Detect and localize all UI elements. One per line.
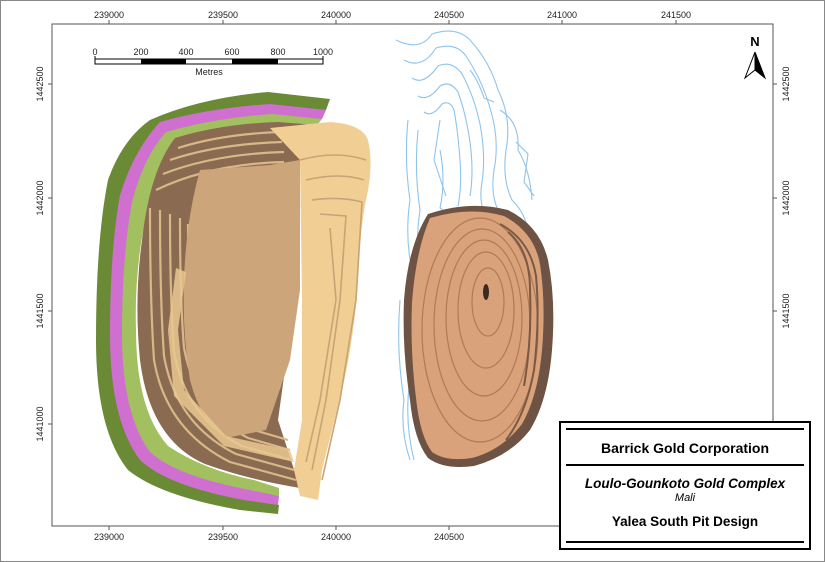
easting-tick-bottom: 240500 <box>434 532 464 542</box>
secondary-pit-dark-benches <box>499 223 539 441</box>
easting-tick-bottom: 240000 <box>321 532 351 542</box>
easting-tick-top: 240000 <box>321 10 351 20</box>
northing-tick-left: 1441500 <box>35 293 45 328</box>
drawing-title: Yalea South Pit Design <box>611 514 759 529</box>
title-block: Barrick Gold Corporation Loulo-Gounkoto … <box>559 421 811 550</box>
scale-label: 0 <box>92 47 97 57</box>
northing-tick-left: 1442000 <box>35 180 45 215</box>
scale-unit: Metres <box>195 67 223 77</box>
scale-label: 1000 <box>313 47 333 57</box>
grid-tick-marks <box>48 20 777 530</box>
title-block-inner: Barrick Gold Corporation Loulo-Gounkoto … <box>566 428 804 543</box>
easting-tick-top: 239000 <box>94 10 124 20</box>
country-name: Mali <box>674 492 696 504</box>
secondary-pit-benches <box>411 211 544 460</box>
main-pit <box>96 92 371 514</box>
easting-tick-bottom: 239000 <box>94 532 124 542</box>
secondary-pit <box>403 205 554 468</box>
title-block-rule <box>566 541 804 543</box>
easting-tick-bottom: 239500 <box>208 532 238 542</box>
pit-east-bench-lines <box>299 154 367 481</box>
northing-tick-right: 1441500 <box>781 293 791 328</box>
north-arrow-icon: N <box>743 34 767 80</box>
northing-tick-left: 1441000 <box>35 406 45 441</box>
scale-label: 600 <box>224 47 239 57</box>
scale-label: 400 <box>178 47 193 57</box>
title-block-rule <box>566 428 804 430</box>
pit-floor <box>183 160 300 438</box>
scale-label: 800 <box>270 47 285 57</box>
scale-label: 200 <box>133 47 148 57</box>
easting-tick-top: 240500 <box>434 10 464 20</box>
pit-ramp <box>168 268 294 462</box>
northing-tick-right: 1442000 <box>781 180 791 215</box>
north-label: N <box>750 34 759 49</box>
project-name: Loulo-Gounkoto Gold Complex <box>584 476 786 491</box>
waste-dump-contours <box>395 30 535 461</box>
easting-tick-top: 241000 <box>547 10 577 20</box>
secondary-pit-sump <box>483 284 489 300</box>
title-block-rule <box>566 464 804 466</box>
northing-tick-left: 1442500 <box>35 66 45 101</box>
company-name: Barrick Gold Corporation <box>600 440 770 456</box>
easting-tick-top: 241500 <box>661 10 691 20</box>
easting-tick-top: 239500 <box>208 10 238 20</box>
scale-bar: 0 200 400 600 800 1000 Metres <box>92 47 333 77</box>
northing-tick-right: 1442500 <box>781 66 791 101</box>
